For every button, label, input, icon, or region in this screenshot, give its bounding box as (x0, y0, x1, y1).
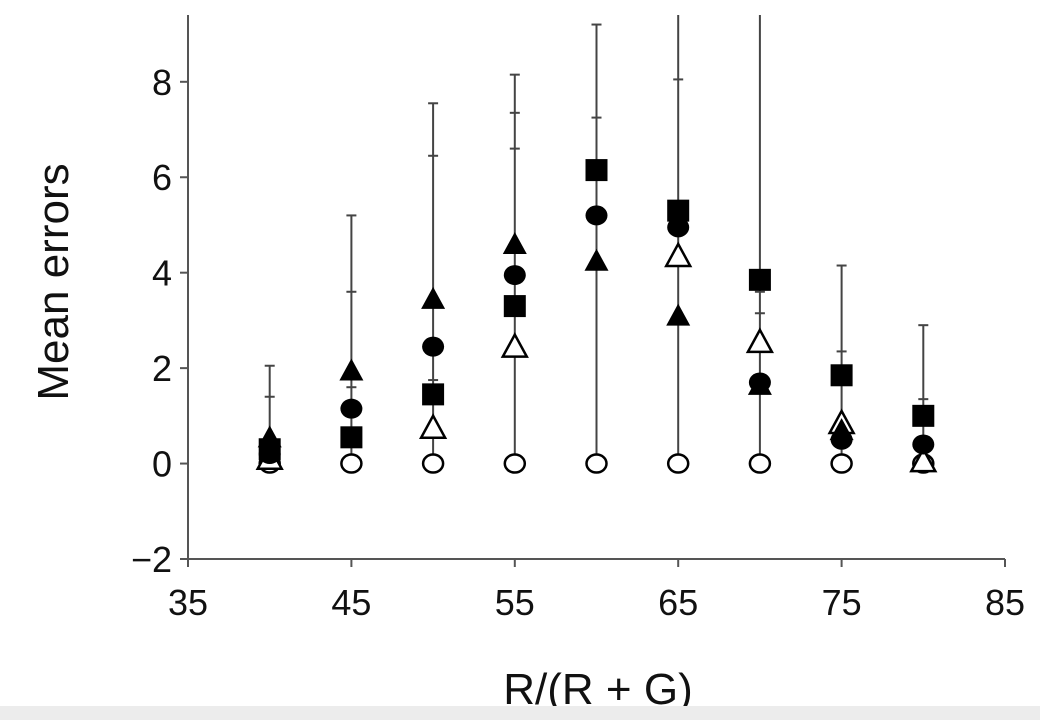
x-axis-label: R/(R + G) (503, 665, 692, 714)
bottom-band (0, 706, 1040, 720)
tick-labels: −2 0 2 4 6 8 35 45 55 65 75 85 (131, 62, 1025, 623)
axes (180, 15, 1006, 567)
filled-circle-point (340, 398, 363, 419)
x-tick-label: 45 (331, 582, 371, 623)
filled-circle-point (667, 217, 690, 238)
y-tick-label: 4 (152, 253, 172, 294)
open-triangle-point (909, 446, 938, 473)
filled-square-point (258, 438, 281, 461)
open-triangle-point (745, 327, 775, 354)
error-bars (264, 15, 929, 464)
filled-square-point (667, 199, 690, 222)
open-circle-point (503, 453, 527, 474)
x-tick-label: 65 (658, 582, 698, 623)
y-axis-label: Mean errors (29, 163, 78, 400)
filled-circle-point (585, 205, 608, 226)
x-tick-label: 55 (495, 582, 535, 623)
open-triangle-point (500, 332, 529, 358)
open-circle-point (340, 453, 363, 474)
filled-circle-point (503, 265, 526, 286)
filled-square-point (912, 404, 935, 427)
open-circle-point (421, 453, 445, 474)
open-circle-point (748, 453, 772, 474)
filled-square-point (340, 426, 363, 449)
open-circle-point (666, 453, 690, 474)
open-triangle-point (664, 241, 693, 268)
filled-circle-point (830, 429, 853, 450)
data-points (255, 159, 938, 474)
x-tick-label: 85 (985, 582, 1025, 623)
filled-triangle-point (584, 248, 609, 271)
open-triangle-point (418, 413, 448, 440)
y-tick-label: −2 (131, 539, 172, 580)
filled-triangle-point (502, 232, 527, 255)
filled-triangle-point (666, 303, 691, 326)
filled-circle-point (422, 336, 445, 357)
filled-square-point (748, 268, 771, 291)
filled-square-point (422, 383, 445, 406)
y-tick-label: 0 (152, 444, 172, 485)
filled-circle-point (748, 372, 771, 393)
filled-square-point (503, 295, 526, 318)
filled-square-point (830, 364, 853, 387)
filled-triangle-point (339, 358, 364, 381)
open-circle-point (585, 453, 608, 474)
y-tick-label: 2 (152, 348, 172, 389)
y-tick-label: 6 (152, 157, 172, 198)
filled-triangle-point (421, 286, 446, 309)
x-tick-label: 75 (822, 582, 862, 623)
open-circle-point (830, 453, 853, 474)
filled-square-point (585, 159, 608, 182)
x-tick-label: 35 (168, 582, 208, 623)
filled-circle-point (912, 434, 935, 455)
y-tick-label: 8 (152, 62, 172, 103)
